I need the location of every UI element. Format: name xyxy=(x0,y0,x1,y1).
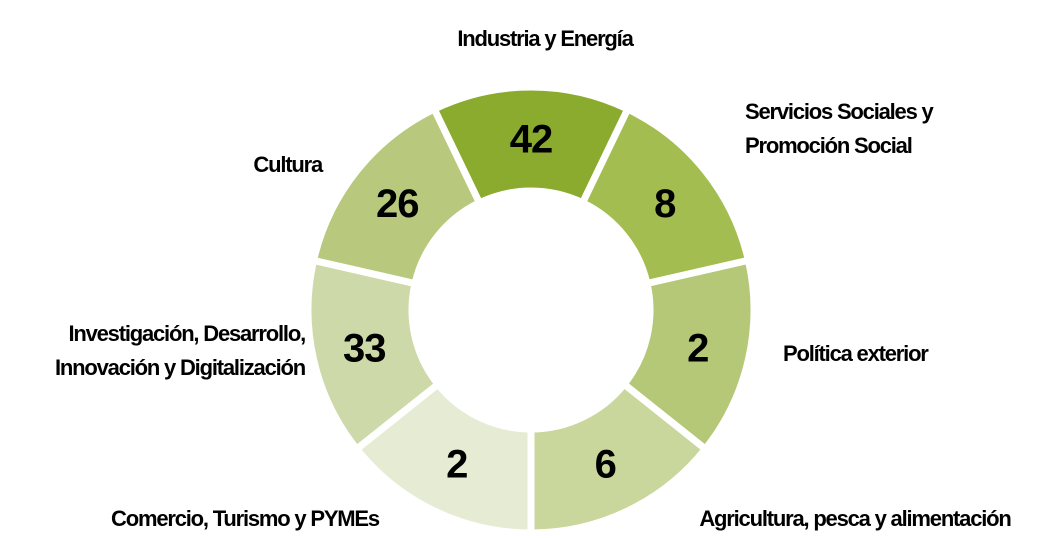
value-label: 8 xyxy=(654,182,676,226)
donut-segment xyxy=(527,379,711,537)
donut-segment xyxy=(619,256,758,454)
donut-segment xyxy=(351,379,535,537)
category-label-line: Innovación y Digitalización xyxy=(55,355,306,380)
value-label: 33 xyxy=(343,327,386,371)
value-label: 2 xyxy=(687,327,708,371)
donut-segment xyxy=(577,104,753,288)
category-label: Agricultura, pesca y alimentación xyxy=(699,506,1011,531)
category-label: Servicios Sociales y Promoción Social xyxy=(745,99,935,158)
value-label: 42 xyxy=(510,118,553,162)
value-label: 6 xyxy=(595,443,616,487)
category-label-line: Investigación, Desarrollo, xyxy=(68,321,305,346)
category-label-line: Cultura xyxy=(253,152,324,177)
value-label: 26 xyxy=(376,182,419,226)
category-label: Cultura xyxy=(253,152,324,177)
donut-segment xyxy=(304,256,443,454)
category-label-line: Política exterior xyxy=(783,341,929,366)
category-label-line: Comercio, Turismo y PYMEs xyxy=(111,506,380,531)
category-label-line: Industria y Energía xyxy=(457,26,634,51)
category-label: Investigación, Desarrollo, Innovación y D… xyxy=(55,321,306,380)
category-label: Industria y Energía xyxy=(457,26,634,51)
category-label: Comercio, Turismo y PYMEs xyxy=(111,506,380,531)
category-label-line: Agricultura, pesca y alimentación xyxy=(699,506,1011,531)
value-label: 2 xyxy=(446,443,467,487)
category-label-line: Promoción Social xyxy=(745,133,912,158)
donut-segment xyxy=(429,83,633,208)
category-label-line: Servicios Sociales y xyxy=(745,99,935,124)
donut-segment xyxy=(309,104,485,288)
category-label: Política exterior xyxy=(783,341,929,366)
